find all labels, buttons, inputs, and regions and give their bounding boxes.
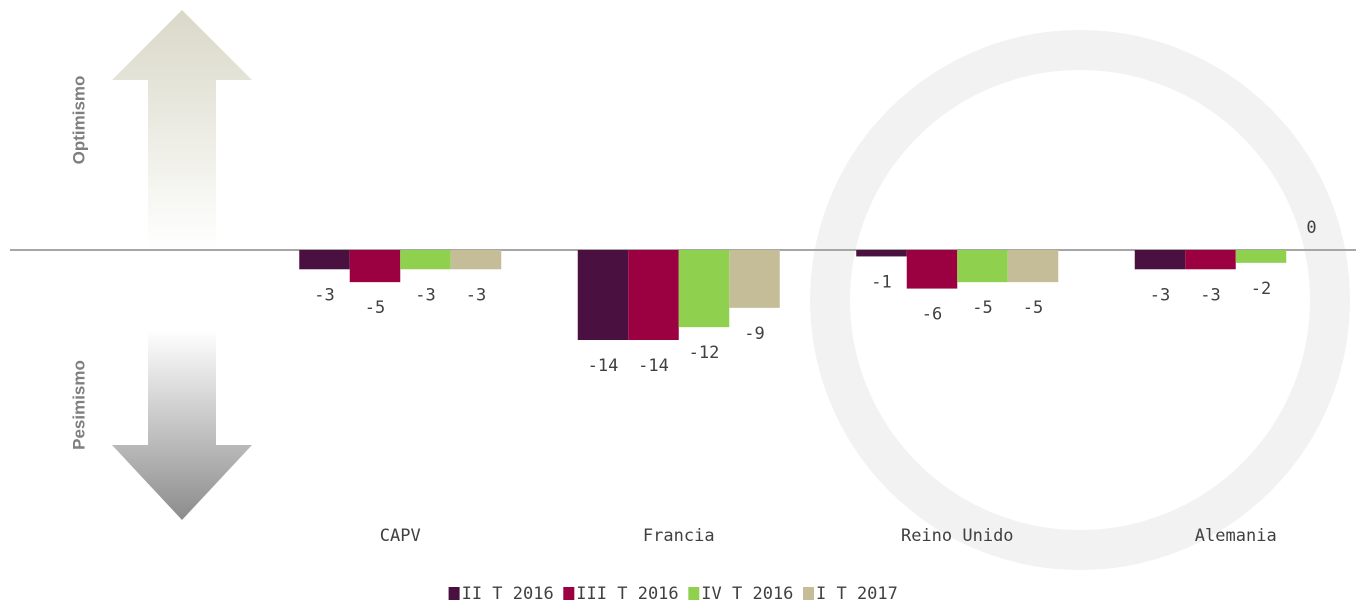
bar — [729, 250, 780, 308]
bar — [957, 250, 1008, 283]
bar — [906, 250, 958, 289]
pessimism-label: Pesimismo — [69, 360, 88, 450]
legend-label: I T 2017 — [816, 584, 898, 604]
bar — [400, 250, 451, 270]
legend-label: II T 2016 — [462, 584, 554, 604]
legend-swatch — [803, 587, 814, 600]
bar — [349, 250, 401, 283]
data-label: -3 — [415, 285, 435, 305]
bar — [1007, 250, 1059, 283]
x-tick-label: Alemania — [1195, 526, 1277, 546]
legend-swatch — [448, 587, 460, 600]
bar — [450, 250, 502, 270]
bar — [1235, 250, 1287, 263]
bar — [678, 250, 730, 328]
data-label: 0 — [1306, 218, 1316, 238]
legend-swatch — [688, 587, 700, 600]
data-label: -5 — [1023, 298, 1043, 318]
data-label: -6 — [922, 305, 942, 325]
bar — [856, 250, 907, 257]
optimism-label: Optimismo — [69, 76, 88, 165]
data-label: -3 — [1200, 285, 1220, 305]
optimism-arrow — [112, 10, 252, 250]
data-label: -9 — [744, 324, 764, 344]
data-label: -12 — [689, 343, 720, 363]
data-label: -14 — [588, 356, 619, 376]
data-label: -3 — [466, 285, 486, 305]
bar — [299, 250, 350, 270]
data-label: -3 — [314, 285, 334, 305]
data-label: -1 — [871, 272, 891, 292]
x-tick-label: Reino Unido — [901, 526, 1014, 546]
data-label: -2 — [1251, 279, 1271, 299]
legend-swatch — [563, 587, 575, 600]
data-label: -5 — [365, 298, 385, 318]
data-label: -5 — [972, 298, 992, 318]
pessimism-arrow — [112, 330, 252, 520]
data-label: -3 — [1150, 285, 1170, 305]
x-tick-label: Francia — [643, 526, 715, 546]
bar — [628, 250, 679, 341]
bar — [1134, 250, 1186, 270]
background-globe — [810, 30, 1350, 570]
legend-label: III T 2016 — [576, 584, 678, 604]
data-label: -14 — [638, 356, 669, 376]
bar — [1185, 250, 1236, 270]
bar — [577, 250, 629, 341]
legend-label: IV T 2016 — [701, 584, 793, 604]
x-tick-label: CAPV — [380, 526, 421, 546]
